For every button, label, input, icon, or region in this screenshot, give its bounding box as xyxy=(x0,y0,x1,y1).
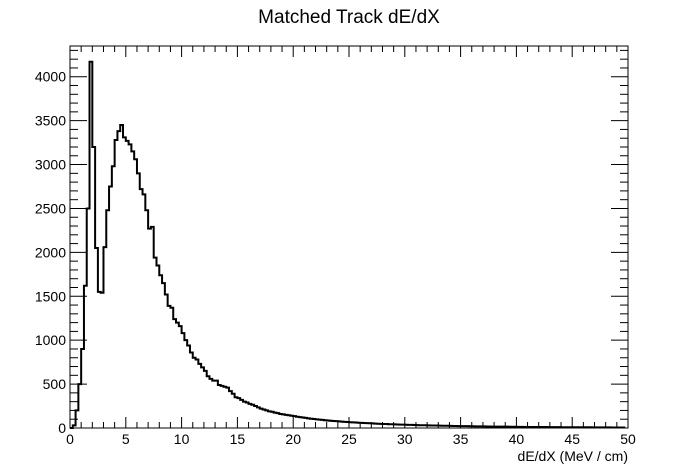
x-axis: 0 5 10 15 20 25 30 35 40 45 50 xyxy=(66,46,636,447)
x-tick-label: 45 xyxy=(564,431,580,447)
x-tick-label: 0 xyxy=(66,431,74,447)
x-axis-label: dE/dX (MeV / cm) xyxy=(518,448,628,464)
histogram-line xyxy=(70,60,626,429)
chart-title: Matched Track dE/dX xyxy=(258,7,440,28)
histogram-series xyxy=(70,60,626,429)
x-tick-label: 25 xyxy=(341,431,357,447)
x-tick-label: 30 xyxy=(397,431,413,447)
y-tick-label: 500 xyxy=(43,376,67,392)
y-tick-label: 3500 xyxy=(35,113,66,129)
y-tick-label: 2000 xyxy=(35,244,66,260)
y-tick-label: 1500 xyxy=(35,288,66,304)
y-tick-label: 0 xyxy=(58,420,66,436)
x-tick-label: 40 xyxy=(509,431,525,447)
x-tick-label: 15 xyxy=(230,431,246,447)
x-tick-label: 5 xyxy=(122,431,130,447)
y-tick-label: 3000 xyxy=(35,157,66,173)
y-tick-label: 1000 xyxy=(35,332,66,348)
y-tick-label: 2500 xyxy=(35,200,66,216)
x-tick-label: 10 xyxy=(174,431,190,447)
y-axis: 0 500 1000 1500 2000 2500 3000 3500 4000 xyxy=(35,49,628,436)
y-tick-label: 4000 xyxy=(35,69,66,85)
x-tick-label: 20 xyxy=(285,431,301,447)
x-tick-label: 35 xyxy=(453,431,469,447)
x-tick-label: 50 xyxy=(620,431,636,447)
